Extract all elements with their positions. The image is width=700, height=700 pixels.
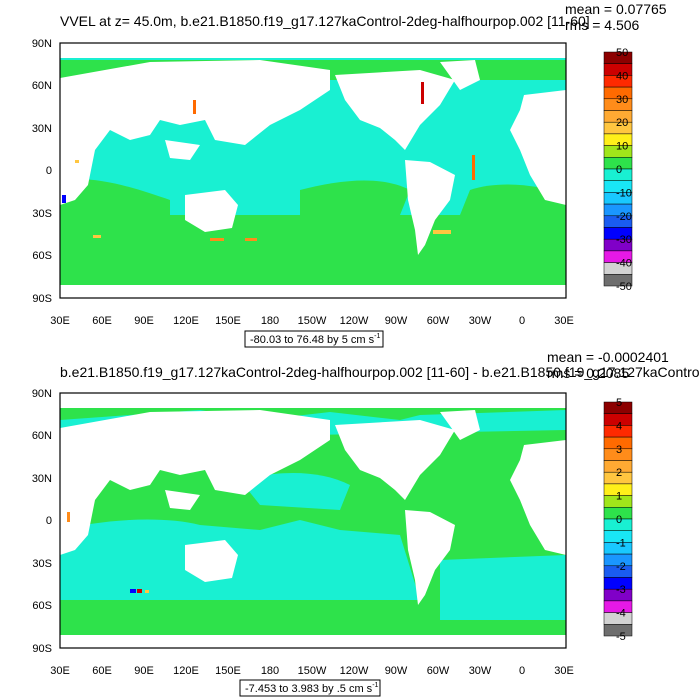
panel-1-lat-label: 90N: [32, 38, 52, 50]
panel-2-cbar-label: -1: [616, 537, 626, 549]
panel-2-map: [60, 393, 566, 648]
panel-1-cbar-label: -50: [616, 281, 632, 293]
panel-1-lat-label: 30N: [32, 123, 52, 135]
panel-2-lon-label: 150E: [215, 665, 241, 677]
panel-1-lat-label: 30S: [32, 208, 52, 220]
panel-1: VVEL at z= 45.0m, b.e21.B1850.f19_g17.12…: [32, 1, 667, 348]
panel-1-cbar-label: 10: [616, 141, 628, 153]
panel-1-lat-label: 60N: [32, 80, 52, 92]
panel-2-land: [60, 393, 566, 648]
panel-2-lon-label: 30E: [554, 665, 574, 677]
panel-1-cbar-label: 40: [616, 70, 628, 82]
panel-2-lat-label: 30N: [32, 473, 52, 485]
panel-2-lat-label: 60N: [32, 430, 52, 442]
panel-2-cbar-label: 2: [616, 467, 622, 479]
panel-1-lon-label: 120E: [173, 315, 199, 327]
panel-1-lon-label: 90E: [134, 315, 154, 327]
panel-2-hotspots: [67, 512, 149, 593]
panel-1-lon-label: 120W: [340, 315, 369, 327]
panel-1-range-text: -80.03 to 76.48 by 5 cm s: [250, 334, 375, 346]
panel-1-cbar-label: -30: [616, 234, 632, 246]
panel-1-lon-label: 90W: [385, 315, 408, 327]
panel-1-lat-label: 60S: [32, 250, 52, 262]
panel-1-frame: [59, 42, 567, 299]
panel-1-colorbar-swatch: [603, 274, 633, 287]
panel-2-cbar-label: 1: [616, 491, 622, 503]
panel-1-lat-label: 0: [46, 165, 52, 177]
panel-2-lon-label: 30E: [50, 665, 70, 677]
panel-2-lon-label: 30W: [469, 665, 492, 677]
panel-1-lon-label: 150E: [215, 315, 241, 327]
panel-1-lon-axis: 30E 60E 90E 120E 150E 180 150W 120W 90W …: [50, 315, 574, 327]
panel-2-lon-label: 90W: [385, 665, 408, 677]
panel-1-title: VVEL at z= 45.0m, b.e21.B1850.f19_g17.12…: [60, 13, 590, 29]
panel-2-lat-label: 90S: [32, 643, 52, 655]
panel-2-lon-label: 90E: [134, 665, 154, 677]
panel-1-cbar-label: -20: [616, 211, 632, 223]
panel-2-range-unit: -1: [372, 682, 378, 689]
panel-2-lat-axis: 90N 60N 30N 0 30S 60S 90S: [32, 388, 52, 655]
svg-text:-7.453 to 3.983 by .5 cm s-1: -7.453 to 3.983 by .5 cm s-1: [245, 682, 379, 695]
panel-2-lon-label: 120W: [340, 665, 369, 677]
panel-2-lon-label: 60E: [92, 665, 112, 677]
panel-1-cbar-label: 30: [616, 94, 628, 106]
panel-2-cbar-label: 3: [616, 444, 622, 456]
panel-1-lon-label: 30E: [554, 315, 574, 327]
panel-1-cbar-label: 20: [616, 117, 628, 129]
panel-2-mean: mean = -0.0002401: [547, 349, 669, 365]
panel-1-rms: rms = 4.506: [565, 17, 640, 33]
panel-2-lon-label: 150W: [298, 665, 327, 677]
panel-2-colorbar-swatch: [603, 624, 633, 637]
panel-2-lon-label: 180: [261, 665, 279, 677]
panel-2-lon-label: 120E: [173, 665, 199, 677]
panel-2-cbar-label: -5: [616, 631, 626, 643]
panel-2-lat-label: 90N: [32, 388, 52, 400]
panel-2-colorbar-labels: 5 4 3 2 1 0 -1 -2 -3 -4 -5: [616, 397, 626, 643]
panel-1-lon-label: 180: [261, 315, 279, 327]
panel-1-mean: mean = 0.07765: [565, 1, 667, 17]
panel-1-lat-label: 90S: [32, 293, 52, 305]
panel-2-cbar-label: 0: [616, 514, 622, 526]
panel-2-lat-label: 30S: [32, 558, 52, 570]
panel-1-range-box: -80.03 to 76.48 by 5 cm s-1: [244, 330, 384, 348]
panel-1-colorbar: [603, 51, 633, 287]
panel-2-lat-label: 60S: [32, 600, 52, 612]
panel-1-colorbar-labels: 50 40 30 20 10 0 -10 -20 -30 -40 -50: [616, 47, 632, 293]
panel-2-cbar-label: -2: [616, 561, 626, 573]
panel-2-lat-label: 0: [46, 515, 52, 527]
panel-2-range-text: -7.453 to 3.983 by .5 cm s: [245, 683, 373, 695]
panel-1-cbar-label: 50: [616, 47, 628, 59]
panel-2-lon-axis: 30E 60E 90E 120E 150E 180 150W 120W 90W …: [50, 665, 574, 677]
panel-2-range-box: -7.453 to 3.983 by .5 cm s-1: [239, 679, 381, 697]
panel-1-range-unit: -1: [374, 333, 380, 340]
panel-2-lon-label: 0: [519, 665, 525, 677]
panel-1-lon-label: 0: [519, 315, 525, 327]
panel-1-map: [60, 43, 566, 298]
panel-2-colorbar: [603, 401, 633, 637]
panel-2-cbar-label: 4: [616, 420, 622, 432]
panel-1-lon-label: 60E: [92, 315, 112, 327]
panel-1-cbar-label: 0: [616, 164, 622, 176]
panel-1-lat-axis: 90N 60N 30N 0 30S 60S 90S: [32, 38, 52, 305]
panel-1-cbar-label: -10: [616, 187, 632, 199]
panel-2-cbar-label: -4: [616, 608, 626, 620]
panel-1-cbar-label: -40: [616, 258, 632, 270]
panel-1-lon-label: 30E: [50, 315, 70, 327]
panel-1-lon-label: 150W: [298, 315, 327, 327]
panel-2-title: b.e21.B1850.f19_g17.127kaControl-2deg-ha…: [60, 364, 700, 380]
panel-1-land: [60, 43, 566, 298]
panel-2-lon-label: 60W: [427, 665, 450, 677]
panel-1-lon-label: 60W: [427, 315, 450, 327]
panel-2-rms: rms = 0.2085: [547, 365, 629, 381]
panel-1-lon-label: 30W: [469, 315, 492, 327]
panel-1-hotspots: [62, 82, 475, 241]
panel-2: b.e21.B1850.f19_g17.127kaControl-2deg-ha…: [32, 349, 700, 697]
panel-2-cbar-label: -3: [616, 584, 626, 596]
svg-text:-80.03 to 76.48 by 5 cm s-1: -80.03 to 76.48 by 5 cm s-1: [250, 333, 380, 346]
panel-2-cbar-label: 5: [616, 397, 622, 409]
panel-2-frame: [59, 392, 567, 649]
